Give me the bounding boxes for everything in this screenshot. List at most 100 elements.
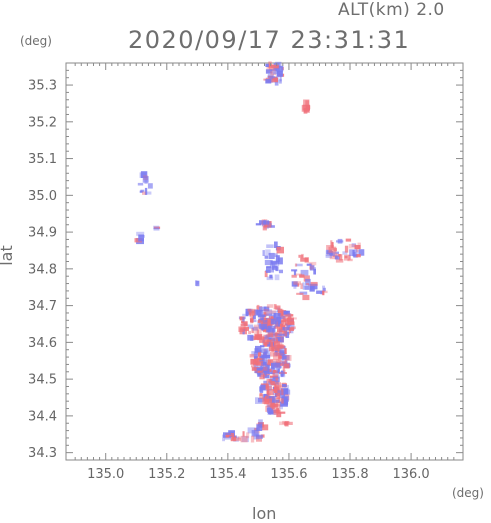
data-cell [328,246,337,253]
data-cell [355,254,361,258]
data-cell [280,401,288,407]
data-cell [255,361,264,366]
data-cell [254,368,259,373]
data-cell [232,435,235,440]
data-cell [336,240,344,243]
data-cell [259,394,264,399]
y-tick-label: 35.2 [28,115,57,130]
data-cell [298,254,304,258]
data-cell [355,248,359,253]
data-cell [283,384,289,390]
data-cell [256,304,260,310]
data-cell [276,383,283,388]
data-cell [277,257,283,265]
data-cell [266,328,271,333]
data-cell [302,294,310,301]
data-cell [254,356,258,359]
data-cell [270,318,277,325]
data-cell [142,191,146,195]
data-cell [281,398,284,404]
data-cell [262,337,269,343]
data-cell [252,326,258,331]
data-cell [274,332,280,338]
data-cell [259,314,267,317]
data-cell [302,104,310,111]
data-cell [262,361,267,366]
data-cell [309,264,315,271]
data-cell [310,282,318,286]
data-cell [316,290,324,294]
data-cell [267,392,271,399]
data-cell [195,280,198,286]
data-cell [264,309,273,315]
data-cell [354,245,361,250]
data-cell [278,349,286,357]
data-cell [268,404,274,407]
data-cell [273,341,280,347]
data-cell [266,407,274,413]
data-cell [275,321,280,327]
data-cell [283,364,290,369]
data-cell [300,269,309,276]
y-tick-label: 34.7 [28,299,57,314]
data-cell [323,287,326,292]
x-tick-label: 135.2 [148,467,185,482]
data-cell [356,249,360,256]
data-cell [144,191,152,195]
x-tick-label: 135.6 [270,467,307,482]
data-cell [264,259,273,266]
data-cell [291,269,298,272]
data-cell [286,324,295,330]
data-cell [259,220,266,225]
data-cell [238,326,245,332]
data-cell [278,329,282,337]
data-cell [297,284,300,287]
data-cell [279,321,285,325]
data-cell [284,357,287,364]
data-cell [140,189,145,193]
data-cell [225,433,230,438]
data-cell [276,412,282,418]
data-cell [281,315,285,319]
data-cell [320,291,323,295]
data-cell [348,254,351,260]
data-cell [310,281,318,286]
data-cell [266,244,274,248]
data-cell [282,361,286,366]
data-cell [275,385,280,388]
data-cell [273,77,278,83]
data-cell [328,251,333,256]
data-cell [144,187,148,195]
data-cell [266,365,269,372]
data-cell [282,330,287,337]
x-axis-label: lon [252,504,277,523]
data-cell [262,220,269,225]
x-tick-label: 135.4 [209,467,246,482]
data-cell [262,355,271,359]
data-cell [224,436,232,440]
data-cell [275,255,280,263]
data-cell [251,367,260,371]
y-tick-label: 35.1 [28,152,57,167]
x-tick-label: 136.0 [392,467,429,482]
data-cell [273,304,277,310]
data-cell [250,435,255,443]
data-cell [274,274,280,281]
data-cell [264,313,272,316]
data-cell [280,346,287,353]
data-cell [299,274,305,278]
data-cell [136,231,145,236]
data-cell [304,257,309,263]
y-axis-unit: (deg) [20,34,52,48]
data-cell [276,316,282,324]
data-cell [284,348,287,354]
data-cell [278,269,283,274]
data-cell [296,292,304,295]
data-cell [288,327,294,331]
data-cell [273,410,278,415]
chart-title-timestamp: 2020/09/17 23:31:31 [128,26,411,54]
data-cell [153,225,160,229]
data-cell [269,76,275,80]
data-cell [285,310,288,314]
data-cell [285,314,294,317]
